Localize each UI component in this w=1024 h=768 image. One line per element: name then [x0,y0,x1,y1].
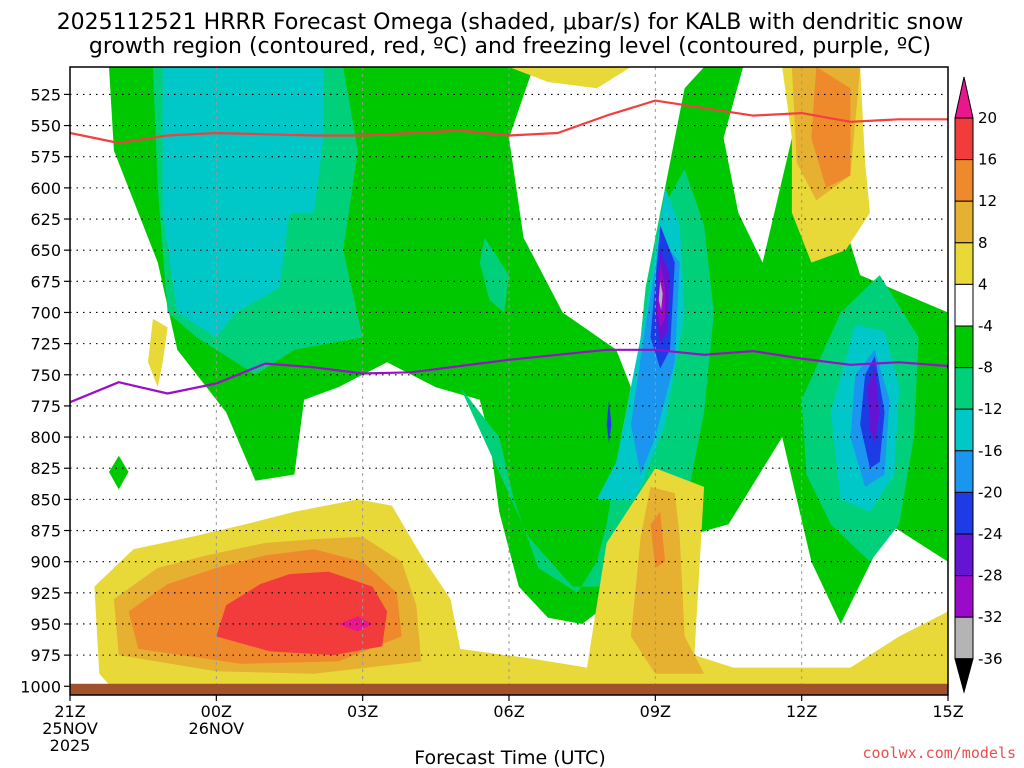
colorbar-label-4: 4 [978,275,988,293]
y-tick-label-800: 800 [30,428,61,447]
colorbar-label-3: 8 [978,234,988,252]
colorbar-label-1: 16 [978,151,997,169]
x-tick-label-1-0: 00Z [201,702,232,721]
omega-region-13 [606,399,612,444]
colorbar-label-10: -24 [978,525,1003,543]
y-tick-label-525: 525 [30,85,61,104]
colorbar-bin-2 [954,159,974,202]
y-tick-label-650: 650 [30,241,61,260]
colorbar: 20 16 12 8 4 -4 -8 -12 -16 -20 -24 -28 -32 -36 [954,76,1003,694]
x-tick-label-1-1: 26NOV [189,719,245,738]
omega-region-27 [650,511,666,568]
colorbar-label-6: -8 [978,359,993,377]
y-tick-label-875: 875 [30,522,61,541]
omega-region-1 [109,455,129,490]
title-line-2: growth region (contoured, red, ºC) and f… [89,34,931,59]
colorbar-label-11: -28 [978,567,1003,585]
colorbar-label-12: -32 [978,608,1003,626]
colorbar-label-2: 12 [978,192,997,210]
y-tick-label-1000: 1000 [20,677,61,696]
colorbar-bin-10 [954,491,974,535]
y-tick-label-775: 775 [30,397,61,416]
colorbar-bin-below [954,658,974,694]
omega-region-23 [630,486,705,674]
colorbar-label-7: -12 [978,400,1003,418]
y-tick-label-625: 625 [30,210,61,229]
x-tick-label-0-1: 25NOV [42,719,98,738]
colorbar-label-5: -4 [978,317,993,335]
freezing-level-line [70,348,948,404]
temperature-contours [70,99,948,404]
x-tick-label-4-0: 09Z [640,702,671,721]
y-tick-label-575: 575 [30,148,61,167]
omega-shading [94,67,948,690]
colorbar-label-8: -16 [978,442,1003,460]
y-tick-label-600: 600 [30,179,61,198]
dendritic-growth-line [70,99,948,145]
omega-region-18 [509,67,631,89]
y-tick-label-550: 550 [30,117,61,136]
colorbar-bin-3 [954,200,974,244]
credit-link[interactable]: coolwx.com/models [862,744,1016,762]
omega-region-20 [148,318,168,388]
y-tick-label-675: 675 [30,272,61,291]
x-tick-label-3-0: 06Z [493,702,524,721]
omega-region-17 [658,281,663,310]
x-tick-label-6-0: 15Z [932,702,963,721]
y-tick-label-700: 700 [30,303,61,322]
colorbar-bin-9 [954,450,974,493]
omega-region-15 [867,368,880,444]
colorbar-bin-13 [954,616,974,660]
colorbar-bin-0 [954,76,974,119]
y-axis-pressure: 525 550 575 600 625 650 675 700 725 750 775 800 825 8… [20,85,70,696]
x-tick-label-5-0: 12Z [786,702,817,721]
plot-area [70,67,948,695]
surface-ground-band [70,683,948,695]
colorbar-bin-7 [954,367,974,410]
title-line-1: 2025112521 HRRR Forecast Omega (shaded, … [57,10,964,35]
y-tick-label-825: 825 [30,459,61,478]
chart-title: 2025112521 HRRR Forecast Omega (shaded, … [57,10,964,59]
y-tick-label-725: 725 [30,335,61,354]
colorbar-bin-11 [954,533,974,577]
x-tick-label-0-0: 21Z [54,702,85,721]
y-tick-label-950: 950 [30,615,61,634]
y-tick-label-975: 975 [30,646,61,665]
colorbar-label-13: -36 [978,650,1003,668]
colorbar-bin-1 [954,117,974,161]
colorbar-bin-5 [954,283,974,327]
colorbar-bin-4 [954,242,974,285]
y-tick-label-850: 850 [30,490,61,509]
y-tick-label-925: 925 [30,584,61,603]
colorbar-bin-12 [954,575,974,618]
omega-region-26 [811,67,851,188]
x-tick-label-2-0: 03Z [347,702,378,721]
colorbar-label-9: -20 [978,483,1003,501]
x-tick-label-0-2: 2025 [50,736,91,755]
omega-region-29 [338,616,373,632]
x-axis-title: Forecast Time (UTC) [414,747,605,768]
colorbar-bin-6 [954,325,974,369]
colorbar-bin-8 [954,408,974,452]
y-tick-label-750: 750 [30,366,61,385]
y-tick-label-900: 900 [30,553,61,572]
omega-region-5 [479,237,509,313]
colorbar-label-0: 20 [978,109,997,127]
